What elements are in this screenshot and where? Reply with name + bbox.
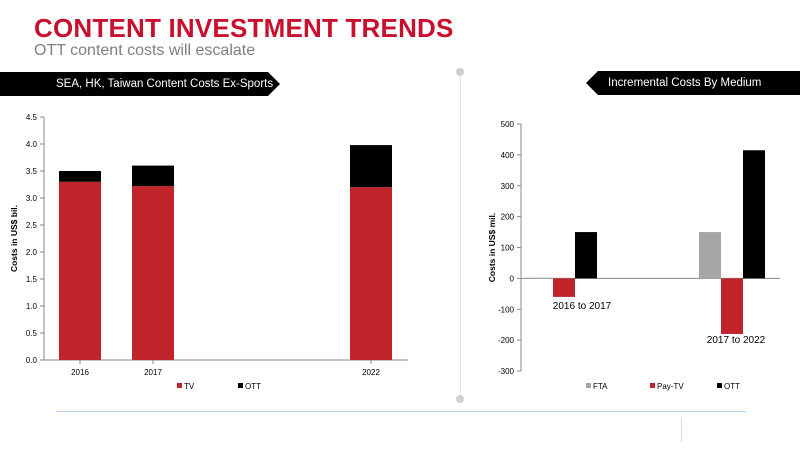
right-y-tick-label: 200 (501, 213, 515, 222)
footer-divider (56, 411, 746, 412)
left-bar-tv-2017 (132, 186, 174, 360)
right-y-tick-label: 300 (501, 182, 515, 191)
left-bar-ott-2016 (59, 171, 101, 182)
left-y-tick-label: 3.5 (26, 167, 38, 176)
left-y-tick-label: 4.5 (26, 113, 38, 122)
right-y-tick-label: 0 (510, 274, 515, 283)
left-y-tick-label: 1.0 (26, 302, 38, 311)
right-bar-fta-0 (531, 277, 553, 279)
right-legend-swatch-fta (586, 383, 591, 388)
right-bar-pay-tv-0 (553, 278, 575, 297)
left-bar-ott-2022 (350, 145, 392, 188)
left-y-axis-label: Costs in US$ bil. (9, 205, 19, 272)
left-x-tick-label: 2022 (362, 368, 380, 377)
right-legend-label-ott: OTT (724, 382, 740, 391)
right-y-tick-label: 100 (501, 244, 515, 253)
left-legend-label-tv: TV (184, 382, 195, 391)
right-legend-swatch-pay-tv (650, 383, 655, 388)
left-x-tick-label: 2016 (71, 368, 89, 377)
right-category-label-1: 2017 to 2022 (707, 335, 766, 346)
left-legend-swatch-tv (177, 383, 182, 388)
left-legend-swatch-ott (238, 383, 243, 388)
right-legend-label-pay-tv: Pay-TV (657, 382, 684, 391)
page-title: CONTENT INVESTMENT TRENDS (34, 13, 454, 43)
left-x-tick-label: 2017 (144, 368, 162, 377)
left-y-tick-label: 4.0 (26, 140, 38, 149)
left-bar-tv-2016 (59, 181, 101, 360)
right-y-tick-label: 500 (501, 120, 515, 129)
left-bar-ott-2017 (132, 165, 174, 187)
divider-dot-top (456, 68, 464, 76)
left-y-tick-label: 1.5 (26, 275, 38, 284)
right-category-label-0: 2016 to 2017 (553, 301, 612, 312)
right-bar-fta-1 (699, 232, 721, 279)
footer-tick (681, 418, 682, 442)
left-chart-banner: SEA, HK, Taiwan Content Costs Ex-Sports (0, 72, 280, 96)
right-bar-ott-1 (743, 150, 765, 279)
page-subtitle: OTT content costs will escalate (34, 42, 256, 59)
right-legend-label-fta: FTA (593, 382, 608, 391)
right-bar-pay-tv-1 (721, 278, 743, 334)
right-legend-swatch-ott (717, 383, 722, 388)
right-y-tick-label: -300 (498, 367, 515, 376)
left-y-tick-label: 0.5 (26, 329, 38, 338)
divider-dot-bottom (456, 395, 464, 403)
left-legend-label-ott: OTT (245, 382, 261, 391)
vertical-divider (460, 72, 461, 398)
left-y-tick-label: 0.0 (26, 356, 38, 365)
right-y-tick-label: 400 (501, 151, 515, 160)
left-y-tick-label: 2.5 (26, 221, 38, 230)
left-bar-tv-2022 (350, 187, 392, 360)
left-y-tick-label: 3.0 (26, 194, 38, 203)
left-y-tick-label: 2.0 (26, 248, 38, 257)
right-bar-ott-0 (575, 232, 597, 279)
right-y-tick-label: -100 (498, 305, 515, 314)
right-y-tick-label: -200 (498, 336, 515, 345)
right-chart-banner: Incremental Costs By Medium (586, 71, 800, 95)
right-y-axis-label: Costs in US$ mil. (487, 213, 497, 282)
